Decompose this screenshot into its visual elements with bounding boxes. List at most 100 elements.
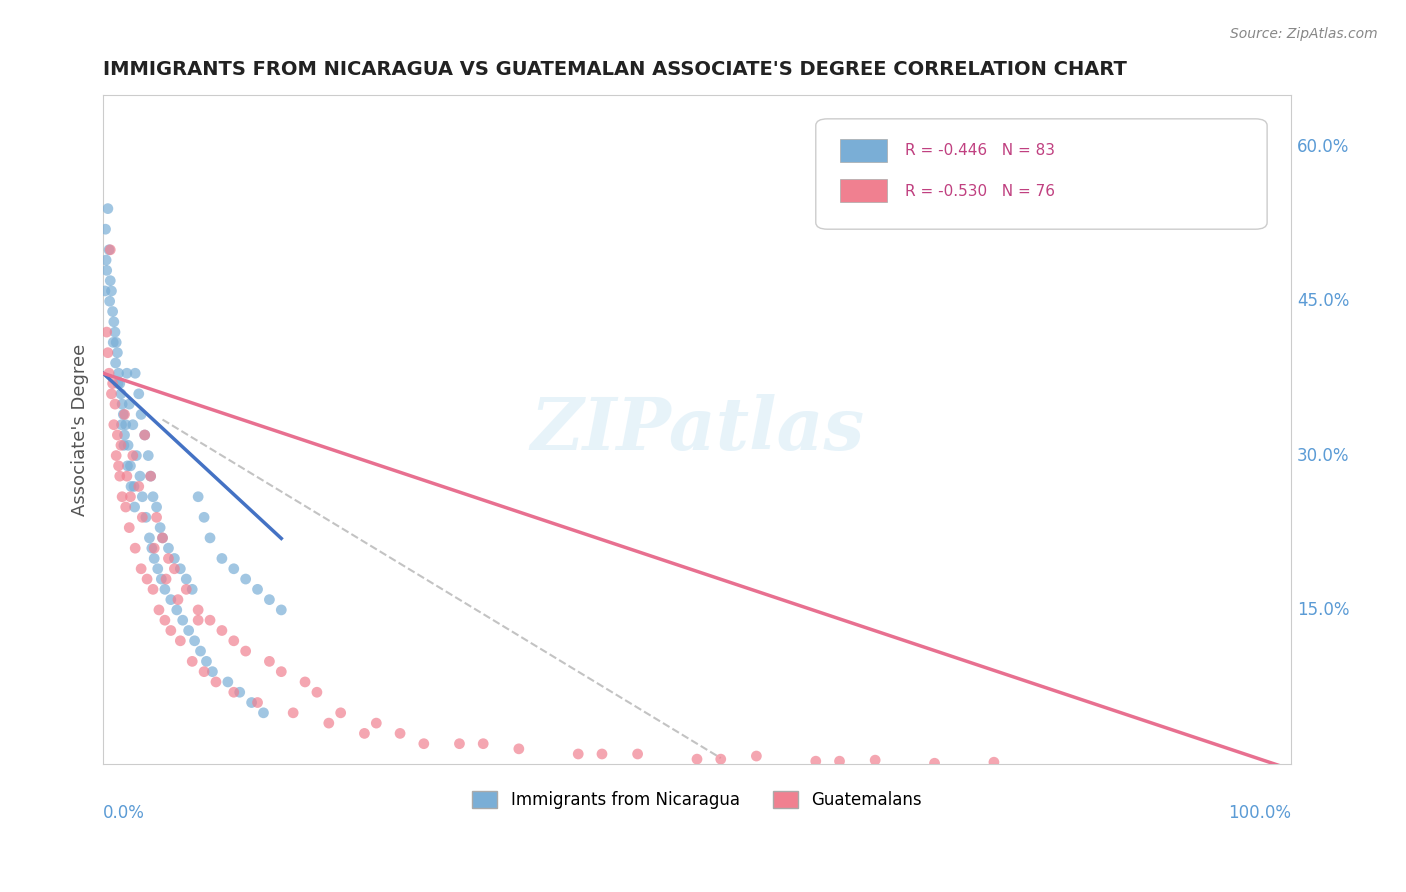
Point xyxy=(115,366,138,380)
Point xyxy=(122,479,145,493)
Point xyxy=(193,510,215,524)
Point xyxy=(187,613,209,627)
Point xyxy=(120,490,142,504)
Point xyxy=(181,654,204,668)
Point xyxy=(98,366,121,380)
Point xyxy=(270,665,292,679)
Point xyxy=(101,376,124,391)
Point xyxy=(211,551,233,566)
Point xyxy=(97,345,120,359)
Point xyxy=(118,520,141,534)
Point xyxy=(160,592,183,607)
Point xyxy=(205,675,228,690)
Text: 45.0%: 45.0% xyxy=(1296,293,1350,310)
Point xyxy=(252,706,274,720)
Point xyxy=(567,747,589,761)
Point xyxy=(924,756,946,771)
Point xyxy=(115,469,138,483)
FancyBboxPatch shape xyxy=(815,119,1267,229)
FancyBboxPatch shape xyxy=(839,179,887,202)
Point xyxy=(174,582,197,597)
Point xyxy=(97,202,120,216)
Point xyxy=(114,500,136,514)
Point xyxy=(745,749,768,764)
Point xyxy=(198,613,221,627)
Point xyxy=(125,449,148,463)
Point xyxy=(117,438,139,452)
Point xyxy=(121,417,143,432)
Point xyxy=(201,665,224,679)
Point xyxy=(110,417,132,432)
Point xyxy=(118,397,141,411)
Point xyxy=(472,737,495,751)
Point xyxy=(686,752,709,766)
Point xyxy=(155,572,177,586)
Point xyxy=(152,531,174,545)
Point xyxy=(100,387,122,401)
Point xyxy=(134,428,156,442)
Point xyxy=(108,376,131,391)
Text: 60.0%: 60.0% xyxy=(1296,138,1350,156)
Point xyxy=(107,458,129,473)
Point xyxy=(94,284,117,298)
Point xyxy=(114,408,136,422)
Point xyxy=(804,754,827,768)
Point xyxy=(190,644,212,658)
Point xyxy=(111,490,134,504)
Point xyxy=(94,222,117,236)
Point xyxy=(174,572,197,586)
Point xyxy=(270,603,292,617)
Point xyxy=(149,520,172,534)
Point xyxy=(283,706,305,720)
Point xyxy=(129,562,152,576)
Point xyxy=(305,685,328,699)
Point xyxy=(153,613,176,627)
Point xyxy=(103,417,125,432)
Point xyxy=(105,335,128,350)
Point xyxy=(100,284,122,298)
Text: R = -0.530   N = 76: R = -0.530 N = 76 xyxy=(905,184,1054,199)
Point xyxy=(863,753,886,767)
Point xyxy=(259,592,281,607)
Point xyxy=(108,469,131,483)
Point xyxy=(591,747,613,761)
Point xyxy=(187,603,209,617)
Text: 30.0%: 30.0% xyxy=(1296,447,1350,465)
Point xyxy=(139,469,162,483)
Point xyxy=(136,449,159,463)
Point xyxy=(124,500,146,514)
Point xyxy=(101,304,124,318)
Point xyxy=(412,737,434,751)
Point xyxy=(105,428,128,442)
Point xyxy=(94,253,117,268)
Point xyxy=(246,582,269,597)
Point xyxy=(235,644,257,658)
Point xyxy=(120,458,142,473)
Point xyxy=(110,387,132,401)
Text: IMMIGRANTS FROM NICARAGUA VS GUATEMALAN ASSOCIATE'S DEGREE CORRELATION CHART: IMMIGRANTS FROM NICARAGUA VS GUATEMALAN … xyxy=(103,60,1128,78)
Point xyxy=(150,572,173,586)
FancyBboxPatch shape xyxy=(839,139,887,162)
Point xyxy=(96,263,118,277)
Point xyxy=(163,562,186,576)
Point xyxy=(136,572,159,586)
Point xyxy=(710,752,733,766)
Point xyxy=(508,742,530,756)
Point xyxy=(211,624,233,638)
Point xyxy=(98,243,121,257)
Point xyxy=(131,510,153,524)
Point xyxy=(366,716,388,731)
Text: 15.0%: 15.0% xyxy=(1296,601,1350,619)
Point xyxy=(117,458,139,473)
Point xyxy=(157,541,180,556)
Point xyxy=(828,754,851,768)
Point xyxy=(104,356,127,370)
Point xyxy=(145,500,167,514)
Point xyxy=(141,541,163,556)
Point xyxy=(181,582,204,597)
Point xyxy=(134,428,156,442)
Legend: Immigrants from Nicaragua, Guatemalans: Immigrants from Nicaragua, Guatemalans xyxy=(465,785,928,816)
Point xyxy=(120,479,142,493)
Point xyxy=(142,490,165,504)
Point xyxy=(183,633,205,648)
